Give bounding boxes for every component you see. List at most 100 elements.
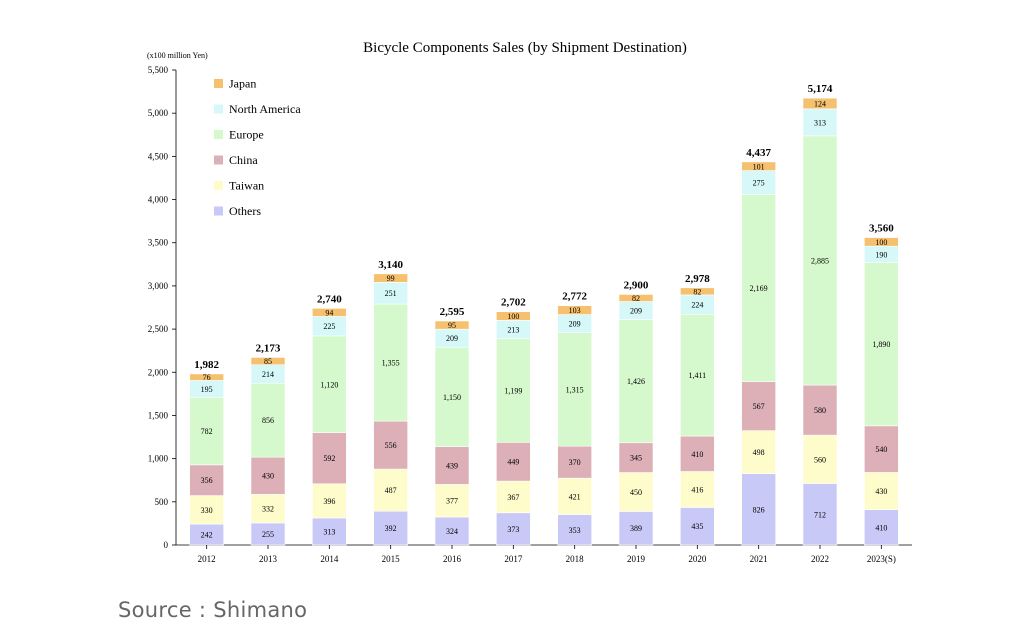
source-caption: Source : Shimano bbox=[118, 598, 308, 622]
bar-segment-europe bbox=[618, 319, 654, 444]
data-label: 370 bbox=[569, 458, 581, 467]
data-label: 450 bbox=[630, 488, 642, 497]
bar-segment-japan bbox=[618, 294, 654, 302]
data-label: 313 bbox=[323, 527, 335, 536]
data-label: 498 bbox=[753, 448, 765, 457]
legend-label: Taiwan bbox=[229, 179, 264, 193]
data-label: 410 bbox=[691, 450, 703, 459]
legend-label: Others bbox=[229, 204, 261, 218]
bar-segment-others bbox=[496, 512, 531, 546]
bars: 242 330 356 782 195 76 1,982 2012 255 332 430 856 21… bbox=[189, 83, 899, 564]
unit-label: (x100 million Yen) bbox=[147, 51, 208, 60]
y-tick-label: 0 bbox=[164, 540, 169, 550]
data-label: 209 bbox=[569, 320, 581, 329]
data-label: 353 bbox=[569, 526, 581, 535]
data-label: 392 bbox=[385, 524, 397, 533]
bar-segment-taiwan bbox=[373, 468, 408, 512]
data-label: 101 bbox=[753, 162, 765, 171]
bar-segment-taiwan bbox=[189, 495, 224, 525]
y-tick-label: 2,500 bbox=[148, 324, 169, 334]
bar-segment-china bbox=[496, 442, 531, 482]
bar-segment-japan bbox=[373, 273, 408, 283]
bar-segment-others bbox=[434, 516, 470, 546]
legend-label: North America bbox=[229, 102, 301, 116]
legend-label: Japan bbox=[229, 77, 256, 91]
bar-segment-europe bbox=[557, 332, 592, 447]
bar-segment-japan bbox=[250, 357, 286, 366]
bar-segment-others bbox=[312, 517, 347, 546]
total-label: 2,702 bbox=[501, 297, 526, 309]
bar-segment-taiwan bbox=[864, 472, 899, 510]
bar-segment-europe bbox=[680, 313, 715, 437]
bar-segment-china bbox=[250, 456, 286, 495]
x-tick-label: 2018 bbox=[566, 554, 585, 564]
legend-swatch bbox=[214, 79, 223, 88]
data-label: 332 bbox=[262, 505, 274, 514]
data-label: 439 bbox=[446, 462, 458, 471]
bar-segment-europe bbox=[802, 135, 838, 386]
total-label: 2,740 bbox=[317, 293, 342, 305]
data-label: 1,199 bbox=[504, 387, 522, 396]
x-tick-label: 2022 bbox=[811, 554, 829, 564]
bar-segment-china bbox=[864, 425, 899, 473]
x-tick-label: 2015 bbox=[382, 554, 401, 564]
bar-segment-japan bbox=[741, 161, 776, 171]
data-label: 209 bbox=[630, 307, 642, 316]
y-tick-label: 1,000 bbox=[148, 454, 169, 464]
data-label: 826 bbox=[753, 505, 765, 514]
data-label: 76 bbox=[203, 373, 211, 382]
data-label: 209 bbox=[446, 334, 458, 343]
bar-segment-japan bbox=[864, 237, 899, 247]
data-label: 396 bbox=[323, 497, 335, 506]
x-tick-label: 2023(S) bbox=[867, 554, 896, 564]
bar-segment-japan bbox=[189, 373, 224, 381]
data-label: 330 bbox=[201, 506, 213, 515]
y-tick-label: 500 bbox=[155, 497, 169, 507]
bar-segment-others bbox=[557, 514, 592, 546]
total-label: 2,900 bbox=[624, 279, 649, 291]
data-label: 449 bbox=[507, 458, 519, 467]
bar-segment-taiwan bbox=[741, 430, 776, 474]
total-label: 3,140 bbox=[378, 259, 403, 271]
bar-segment-taiwan bbox=[618, 472, 654, 512]
data-label: 225 bbox=[323, 322, 335, 331]
x-tick-label: 2021 bbox=[750, 554, 768, 564]
data-label: 103 bbox=[569, 306, 581, 315]
y-tick-label: 5,500 bbox=[148, 65, 169, 75]
data-label: 195 bbox=[201, 385, 213, 394]
y-tick-label: 5,000 bbox=[148, 108, 169, 118]
y-tick-label: 1,500 bbox=[148, 410, 169, 420]
data-label: 251 bbox=[385, 289, 397, 298]
data-label: 712 bbox=[814, 510, 826, 519]
bar-segment-japan bbox=[434, 320, 470, 330]
bar-segment-others bbox=[802, 483, 838, 546]
data-label: 560 bbox=[814, 455, 826, 464]
bar-segment-europe bbox=[434, 346, 470, 447]
data-label: 389 bbox=[630, 524, 642, 533]
y-tick-label: 4,000 bbox=[148, 195, 169, 205]
total-label: 4,437 bbox=[746, 147, 771, 159]
total-label: 2,595 bbox=[440, 306, 465, 318]
bar-segment-others bbox=[680, 507, 715, 546]
data-label: 242 bbox=[201, 531, 213, 540]
data-label: 373 bbox=[507, 525, 519, 534]
legend-swatch bbox=[214, 206, 223, 216]
data-label: 1,890 bbox=[872, 340, 890, 349]
bar-segment-others bbox=[373, 510, 408, 546]
bar-segment-europe bbox=[741, 194, 776, 382]
bar-segment-north-america bbox=[802, 108, 838, 137]
bar-segment-europe bbox=[373, 303, 408, 422]
data-label: 1,426 bbox=[627, 377, 645, 386]
legend-swatch bbox=[214, 181, 223, 190]
data-label: 487 bbox=[385, 486, 397, 495]
bar-segment-japan bbox=[312, 308, 347, 317]
bar-segment-others bbox=[741, 473, 776, 546]
bar-segment-taiwan bbox=[680, 471, 715, 508]
data-label: 313 bbox=[814, 118, 826, 127]
total-label: 1,982 bbox=[194, 359, 219, 371]
data-label: 213 bbox=[507, 326, 519, 335]
data-label: 124 bbox=[814, 100, 826, 109]
data-label: 556 bbox=[385, 441, 397, 450]
x-tick-label: 2014 bbox=[320, 554, 339, 564]
y-tick-label: 3,500 bbox=[148, 238, 169, 248]
